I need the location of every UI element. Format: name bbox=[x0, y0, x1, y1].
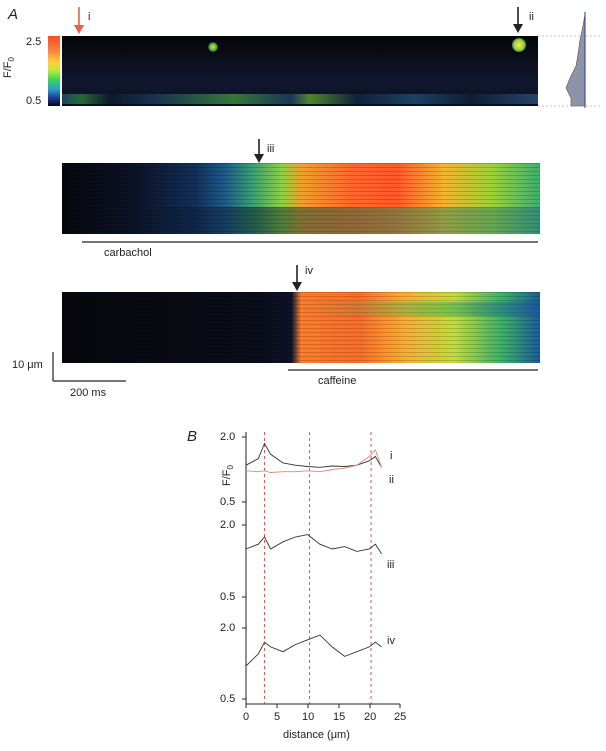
b-mid-tick-low: 0.5 bbox=[220, 591, 236, 603]
stim-label-caffeine: caffeine bbox=[318, 375, 357, 387]
colorbar-tick-top: 2.5 bbox=[26, 36, 42, 48]
trace-label-iv: iv bbox=[387, 635, 395, 647]
trace-label-iii: iii bbox=[387, 559, 395, 571]
scale-label-y: 10 μm bbox=[12, 359, 43, 371]
arrow-label-ii: ii bbox=[529, 11, 534, 23]
b-xtick-25: 25 bbox=[394, 711, 407, 723]
linescan-carbachol bbox=[62, 163, 540, 234]
arrow-label-iv: iv bbox=[305, 265, 313, 277]
b-xtick-20: 20 bbox=[364, 711, 377, 723]
b-mid-tick-high: 2.0 bbox=[220, 519, 236, 531]
b-xtick-15: 15 bbox=[333, 711, 346, 723]
stim-label-carbachol: carbachol bbox=[104, 247, 152, 259]
b-xlabel: distance (μm) bbox=[283, 729, 350, 741]
trace-ii bbox=[245, 449, 382, 473]
b-ylabel: F/F0 bbox=[221, 465, 236, 486]
colorbar bbox=[48, 36, 60, 106]
linescan-caffeine bbox=[62, 292, 540, 363]
linescan-control bbox=[62, 36, 538, 106]
profile-fill bbox=[565, 13, 586, 107]
b-top-tick-high: 2.0 bbox=[220, 431, 236, 443]
b-bot-tick-high: 2.0 bbox=[220, 622, 236, 634]
arrow-label-i: i bbox=[88, 11, 91, 23]
trace-iii bbox=[245, 534, 382, 555]
trace-label-i: i bbox=[390, 450, 393, 462]
b-bot-tick-low: 0.5 bbox=[220, 693, 236, 705]
arrow-label-iii: iii bbox=[267, 143, 275, 155]
b-xtick-0: 0 bbox=[243, 711, 250, 723]
trace-label-ii: ii bbox=[389, 474, 394, 486]
trace-iv bbox=[245, 634, 382, 667]
panel-a-letter: A bbox=[8, 6, 19, 23]
b-xtick-5: 5 bbox=[274, 711, 281, 723]
scale-label-x: 200 ms bbox=[70, 387, 107, 399]
b-xtick-10: 10 bbox=[302, 711, 315, 723]
colorbar-tick-bottom: 0.5 bbox=[26, 95, 42, 107]
b-top-tick-low: 0.5 bbox=[220, 496, 236, 508]
panel-b-letter: B bbox=[187, 428, 198, 445]
trace-i bbox=[245, 442, 382, 468]
